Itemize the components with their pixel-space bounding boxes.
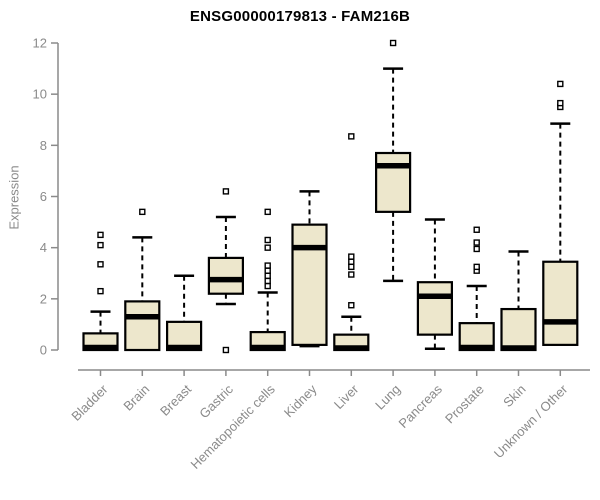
box xyxy=(124,300,161,352)
outlier-point xyxy=(97,231,104,239)
x-tick-label: Skin xyxy=(500,382,528,410)
outlier-point xyxy=(97,287,104,295)
x-tick-label: Bladder xyxy=(68,381,111,424)
outlier-point xyxy=(348,271,355,278)
outlier-point xyxy=(389,39,397,47)
outlier-point xyxy=(139,208,146,216)
outlier-point xyxy=(348,258,355,265)
x-tick-label: Unknown / Other xyxy=(491,381,571,461)
y-tick-label: 12 xyxy=(33,36,47,51)
y-tick-label: 10 xyxy=(33,87,47,102)
outlier-point xyxy=(264,236,271,244)
y-tick-label: 4 xyxy=(40,240,47,255)
outlier-point xyxy=(264,277,271,285)
outlier-point xyxy=(557,80,564,88)
box xyxy=(500,307,537,352)
x-tick-label: Kidney xyxy=(281,381,320,420)
x-tick-label: Gastric xyxy=(196,381,236,421)
box xyxy=(416,281,453,336)
outlier-point xyxy=(473,239,480,246)
outlier-point xyxy=(264,262,271,269)
y-tick-label: 6 xyxy=(40,189,47,204)
outlier-point xyxy=(264,282,271,290)
x-tick-label: Lung xyxy=(372,382,403,413)
outlier-point xyxy=(264,208,271,216)
outlier-point xyxy=(557,99,564,107)
y-tick-label: 0 xyxy=(40,343,47,358)
x-tick-label: Brain xyxy=(120,382,152,414)
outlier-point xyxy=(348,133,355,140)
outlier-point xyxy=(97,261,104,268)
outlier-point xyxy=(222,346,230,354)
y-tick-label: 8 xyxy=(40,138,47,153)
outlier-point xyxy=(264,267,271,274)
outlier-point xyxy=(222,188,230,195)
y-tick-label: 2 xyxy=(40,291,47,306)
outlier-point xyxy=(473,245,480,253)
x-tick-label: Prostate xyxy=(442,382,487,427)
outlier-point xyxy=(348,302,355,309)
outlier-point xyxy=(264,272,271,280)
x-tick-label: Liver xyxy=(331,381,362,412)
outlier-point xyxy=(348,253,355,260)
box xyxy=(291,223,328,346)
box xyxy=(542,260,579,346)
chart-title: ENSG00000179813 - FAM216B xyxy=(189,8,411,25)
outlier-point xyxy=(348,263,355,271)
outlier-point xyxy=(473,226,480,233)
outlier-point xyxy=(473,263,480,271)
box xyxy=(375,151,412,213)
outlier-point xyxy=(264,244,271,251)
x-tick-label: Breast xyxy=(157,381,194,418)
box xyxy=(207,256,244,295)
outlier-point xyxy=(97,241,104,249)
x-tick-label: Pancreas xyxy=(396,381,446,431)
